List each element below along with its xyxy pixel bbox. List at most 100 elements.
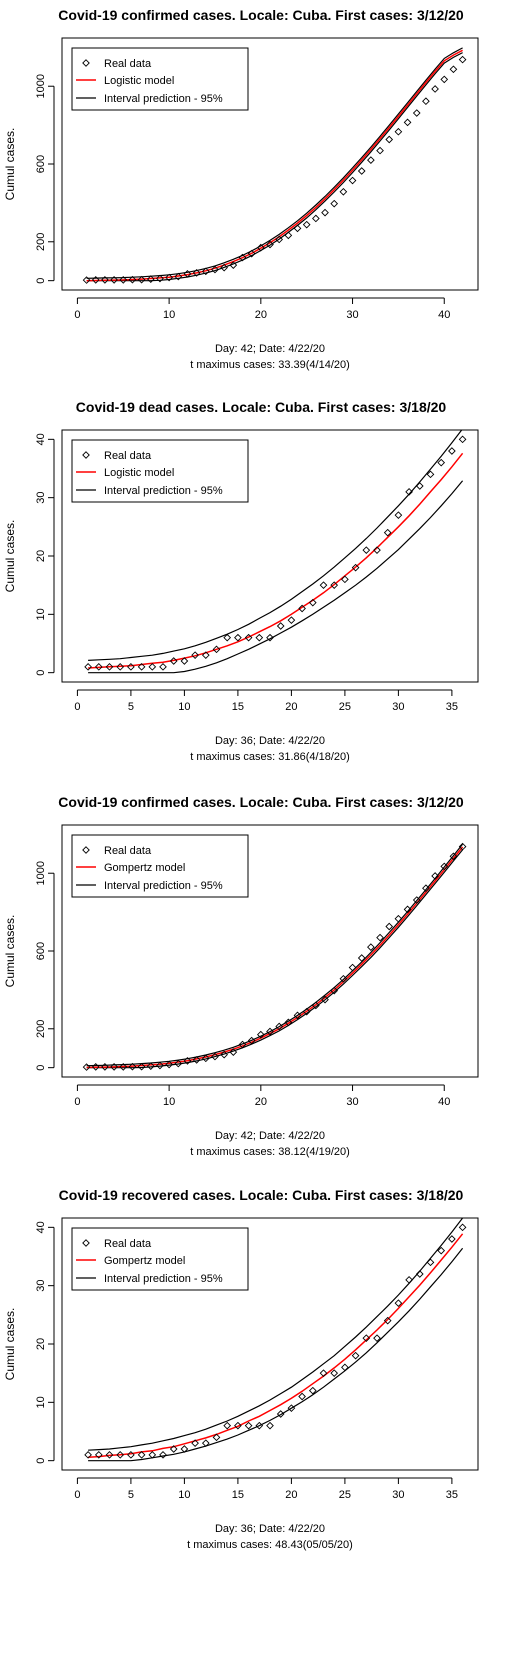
interval-lower-line [88,1247,464,1462]
data-point [440,862,449,871]
data-point [330,581,339,590]
y-tick-label: 200 [35,233,47,251]
data-point [319,581,328,590]
data-point [330,199,339,208]
interval-lower-line [86,849,464,1069]
data-point [293,1011,302,1020]
data-point [174,1059,183,1068]
data-point [330,986,339,995]
chart-svg-1: Covid-19 confirmed cases. Locale: Cuba. … [3,7,479,371]
plot-frame [61,824,479,1078]
x-tick-label: 10 [163,1096,175,1108]
legend-entry: Interval prediction - 95% [104,880,223,892]
y-axis-label: Cumul cases. [3,1308,17,1381]
chart-panel-4: Covid-19 recovered cases. Locale: Cuba. … [0,1180,522,1590]
data-point [105,1450,114,1459]
data-point [247,1036,256,1045]
data-point [127,662,135,671]
data-point [238,1040,247,1049]
y-tick-label: 0 [35,278,47,284]
data-point [266,240,274,249]
y-tick-label: 0 [35,1065,47,1071]
data-point [385,135,394,144]
y-tick-label: 40 [35,433,47,445]
y-tick-label: 20 [35,1338,47,1350]
legend-entry: Logistic model [104,75,174,87]
data-point [266,1421,274,1430]
legend-box [71,1227,249,1291]
data-point [298,604,306,613]
y-axis-label: Cumul cases. [3,520,17,593]
data-point [127,1450,135,1459]
chart-svg-3: Covid-19 confirmed cases. Locale: Cuba. … [3,794,479,1158]
data-point [238,253,247,262]
data-point [298,1392,306,1401]
data-point [234,1421,242,1430]
y-tick-label: 30 [35,492,47,504]
data-point [169,1445,178,1453]
legend-entry: Logistic model [104,467,174,479]
data-point [431,872,439,880]
data-point [180,1445,189,1453]
data-point [373,1334,381,1343]
data-point [165,1060,173,1069]
data-point [146,1062,155,1070]
data-point [362,1334,371,1343]
data-point [357,954,366,962]
data-point [201,1439,210,1448]
x-tick-label: 10 [178,1489,190,1501]
x-tick-label: 25 [339,701,351,713]
data-point [373,546,381,555]
legend-marker-real-data [82,451,90,459]
data-point [308,1386,317,1395]
data-point [223,633,232,642]
data-point [137,662,146,671]
x-tick-label: 10 [163,309,175,321]
data-point [234,633,242,642]
data-point [415,1270,424,1278]
data-point [385,922,394,931]
y-tick-label: 0 [35,1458,47,1464]
data-point [84,1450,92,1459]
legend-box [71,834,249,898]
data-point [341,575,349,584]
footer-max: t maximus cases: 31.86(4/18/20) [190,751,350,763]
x-tick-label: 5 [128,1489,134,1501]
data-point [159,1450,167,1459]
x-tick-label: 0 [74,1489,80,1501]
data-point [266,1027,274,1036]
data-point [137,1062,146,1071]
x-tick-label: 20 [255,1096,267,1108]
data-point [403,118,412,127]
data-point [192,1056,201,1064]
data-point [287,616,296,625]
y-tick-label: 0 [35,670,47,676]
legend-box [71,439,249,503]
data-point [348,963,357,972]
plot-frame [61,37,479,291]
x-tick-label: 20 [285,701,297,713]
data-point [448,447,456,455]
y-tick-label: 600 [35,155,47,173]
data-point [302,220,311,229]
data-point [220,263,228,272]
data-point [128,275,137,284]
data-point [256,243,265,252]
data-point [255,633,264,642]
data-point [146,275,155,283]
footer-date: Day: 36; Date: 4/22/20 [215,735,325,747]
x-tick-label: 15 [232,701,244,713]
data-point [105,662,114,671]
data-point [275,1022,284,1031]
x-tick-label: 20 [255,309,267,321]
data-point [405,487,413,496]
data-point [255,1421,264,1430]
interval-upper-line [88,1218,464,1451]
data-point [201,267,210,276]
data-point [449,852,458,861]
data-point [116,662,125,671]
x-tick-label: 35 [446,1489,458,1501]
data-point [223,1421,232,1430]
plot-area [82,47,467,284]
legend-marker-real-data [82,846,90,854]
